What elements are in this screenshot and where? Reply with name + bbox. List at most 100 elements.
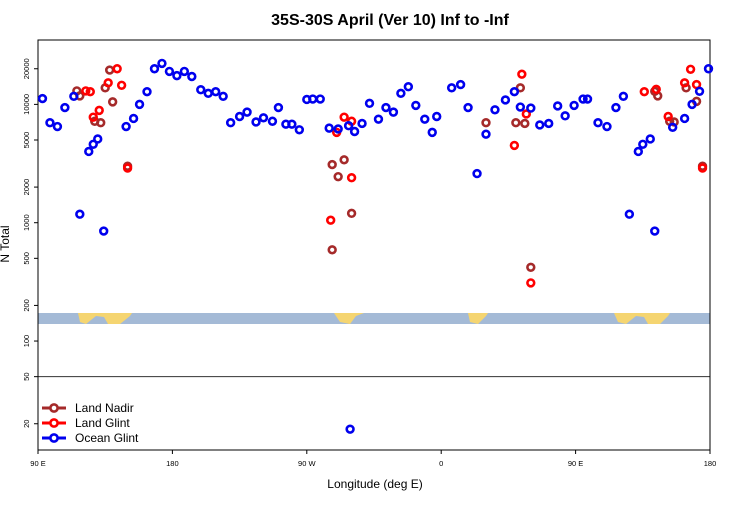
data-point bbox=[520, 118, 530, 129]
data-point bbox=[333, 171, 343, 182]
data-point bbox=[611, 102, 621, 113]
data-point bbox=[403, 82, 414, 92]
x-tick-label: 90 E bbox=[568, 459, 583, 468]
data-point bbox=[37, 93, 48, 104]
data-point bbox=[569, 100, 579, 111]
data-point bbox=[164, 66, 175, 77]
data-point bbox=[103, 78, 113, 88]
data-point bbox=[88, 139, 98, 149]
data-point bbox=[104, 65, 115, 75]
data-point bbox=[357, 118, 367, 129]
data-point bbox=[455, 79, 466, 90]
data-point bbox=[560, 111, 570, 121]
legend-label: Land Nadir bbox=[75, 401, 134, 415]
data-point bbox=[96, 118, 106, 128]
data-point bbox=[432, 111, 442, 122]
data-point bbox=[463, 102, 473, 113]
world-map-strip bbox=[38, 313, 710, 324]
data-point bbox=[346, 208, 357, 219]
data-point bbox=[511, 118, 521, 128]
data-point bbox=[521, 109, 532, 119]
data-point bbox=[203, 88, 213, 99]
x-tick-label: 180 bbox=[166, 459, 179, 468]
y-tick-label: 10000 bbox=[22, 94, 31, 115]
series-land-nadir bbox=[72, 65, 708, 272]
data-point bbox=[515, 102, 526, 112]
data-point bbox=[172, 70, 182, 81]
series-ocean-glint bbox=[37, 58, 714, 434]
data-point bbox=[333, 124, 343, 134]
data-point bbox=[411, 100, 421, 111]
y-tick-label: 20 bbox=[22, 420, 31, 428]
chart-title: 35S-30S April (Ver 10) Inf to -Inf bbox=[271, 12, 509, 29]
data-point bbox=[85, 86, 95, 97]
data-point bbox=[517, 69, 527, 79]
y-tick-label: 500 bbox=[22, 252, 31, 265]
y-tick-label: 50 bbox=[22, 372, 31, 380]
map-ocean-band bbox=[38, 313, 710, 324]
legend-label: Land Glint bbox=[75, 416, 130, 430]
data-point bbox=[273, 102, 284, 113]
x-tick-label: 0 bbox=[439, 459, 443, 468]
data-point bbox=[624, 209, 635, 219]
data-point bbox=[481, 129, 491, 139]
data-point bbox=[196, 85, 206, 95]
data-point bbox=[81, 86, 91, 96]
data-point bbox=[116, 80, 127, 90]
y-tick-label: 20000 bbox=[22, 58, 31, 79]
data-point bbox=[694, 86, 705, 96]
data-point bbox=[639, 86, 649, 97]
data-point bbox=[645, 134, 655, 144]
data-point bbox=[500, 95, 511, 105]
data-point bbox=[325, 215, 336, 225]
legend-item: Land Nadir bbox=[42, 401, 134, 415]
data-point bbox=[509, 140, 520, 151]
data-point bbox=[650, 226, 660, 236]
data-point bbox=[633, 146, 644, 157]
y-tick-label: 1000 bbox=[22, 214, 31, 231]
data-point bbox=[225, 118, 236, 128]
data-point bbox=[345, 424, 355, 434]
data-point bbox=[526, 278, 536, 288]
y-tick-label: 2000 bbox=[22, 179, 31, 196]
data-point bbox=[681, 83, 691, 93]
data-point bbox=[88, 112, 98, 122]
x-tick-label: 180 bbox=[704, 459, 717, 468]
data-point bbox=[346, 173, 357, 183]
plot-frame bbox=[37, 39, 711, 451]
data-point bbox=[142, 86, 152, 97]
data-points-layer bbox=[37, 58, 714, 434]
data-point bbox=[679, 113, 690, 124]
x-tick-label: 90 W bbox=[298, 459, 316, 468]
y-tick-label: 200 bbox=[22, 299, 31, 312]
y-tick-label: 5000 bbox=[22, 132, 31, 149]
data-point bbox=[381, 102, 391, 113]
data-point bbox=[69, 91, 79, 102]
data-point bbox=[52, 121, 63, 132]
data-point bbox=[552, 101, 563, 111]
data-point bbox=[128, 113, 139, 124]
x-axis-title: Longitude (deg E) bbox=[327, 477, 422, 491]
data-point bbox=[327, 159, 337, 170]
data-point bbox=[122, 163, 133, 173]
data-point bbox=[267, 116, 278, 126]
data-point bbox=[339, 155, 349, 165]
data-point bbox=[149, 64, 160, 74]
legend-swatch-marker bbox=[49, 418, 59, 428]
series-land-glint bbox=[81, 64, 708, 288]
data-point bbox=[121, 121, 131, 132]
data-point bbox=[663, 111, 673, 122]
data-point bbox=[420, 114, 430, 124]
data-point bbox=[667, 122, 678, 133]
data-point bbox=[472, 168, 482, 179]
data-point bbox=[685, 64, 696, 74]
data-point bbox=[582, 94, 593, 104]
axes-layer: 90 E 180 90 W 0 90 E 180 20 50 100 200 500 1000 2000… bbox=[22, 39, 717, 468]
legend-label: Ocean Glint bbox=[75, 431, 139, 445]
data-point bbox=[99, 226, 109, 236]
y-tick-label: 100 bbox=[22, 335, 31, 348]
data-point bbox=[339, 112, 349, 122]
data-point bbox=[509, 86, 520, 97]
